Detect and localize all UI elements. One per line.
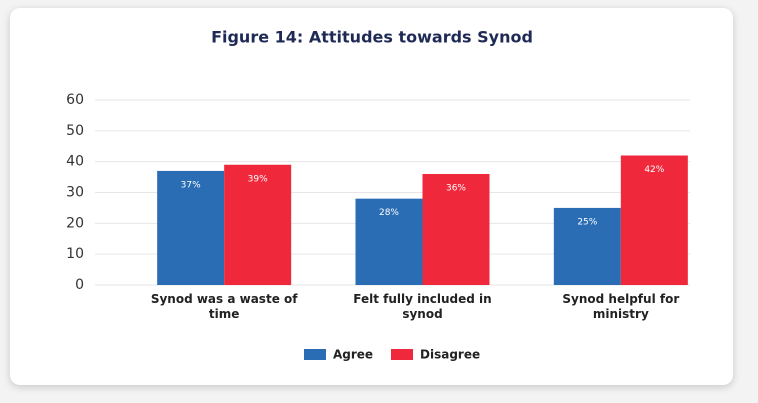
y-tick-label: 30: [66, 185, 84, 201]
bar: [553, 207, 621, 285]
chart-title: Figure 14: Attitudes towards Synod: [211, 28, 533, 47]
data-label: 28%: [379, 208, 399, 218]
legend-label: Agree: [333, 348, 373, 362]
legend-swatch: [391, 349, 413, 360]
data-label: 36%: [446, 184, 466, 194]
y-tick-label: 0: [75, 277, 84, 293]
data-label: 42%: [644, 165, 664, 175]
x-tick-label: Synod helpful for ministry: [562, 292, 680, 321]
legend-label: Disagree: [420, 348, 480, 362]
data-label: 25%: [577, 217, 597, 227]
data-label: 39%: [248, 174, 268, 184]
y-tick-label: 20: [66, 215, 84, 231]
y-tick-label: 10: [66, 246, 84, 262]
bar: [355, 198, 423, 285]
y-tick-label: 60: [66, 92, 84, 108]
y-tick-label: 50: [66, 123, 84, 139]
x-tick-label: Felt fully included in synod: [353, 292, 492, 321]
card: [10, 8, 733, 385]
data-label: 37%: [181, 180, 201, 190]
bar: [224, 164, 292, 285]
y-tick-label: 40: [66, 154, 84, 170]
bar: [620, 155, 688, 285]
bar: [422, 174, 490, 285]
bar: [157, 170, 225, 285]
legend-swatch: [304, 349, 326, 360]
x-tick-label: Synod was a waste of time: [150, 292, 298, 321]
